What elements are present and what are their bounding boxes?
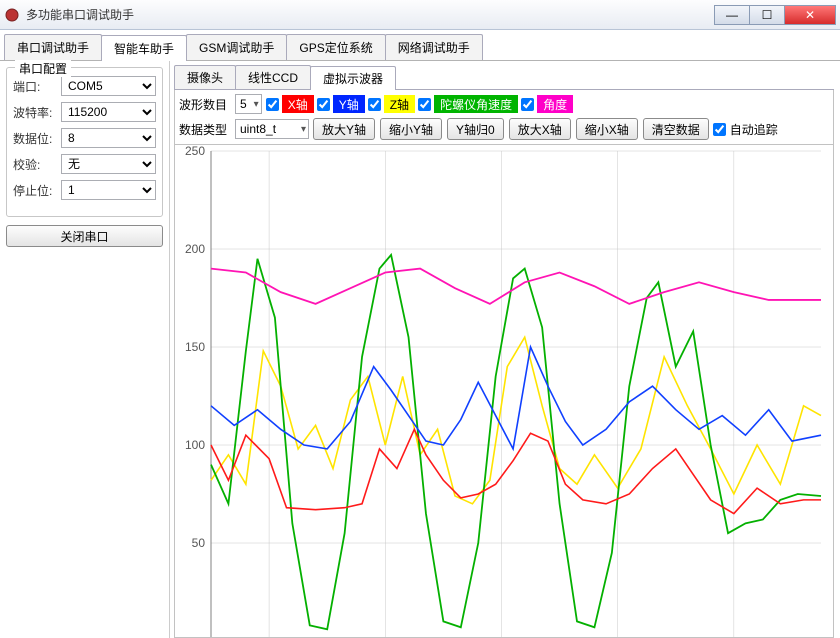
tool-button-4[interactable]: 缩小X轴 xyxy=(576,118,638,140)
cfg-select-2[interactable]: 8 xyxy=(61,128,156,148)
main-tab-1[interactable]: 智能车助手 xyxy=(101,35,187,61)
svg-text:200: 200 xyxy=(185,242,205,256)
tool-button-1[interactable]: 缩小Y轴 xyxy=(380,118,442,140)
sub-tabs: 摄像头线性CCD虚拟示波器 xyxy=(174,65,834,90)
window-title: 多功能串口调试助手 xyxy=(26,6,715,23)
sub-tab-0[interactable]: 摄像头 xyxy=(174,65,236,89)
group-legend: 串口配置 xyxy=(15,60,71,77)
series-swatch-4: 角度 xyxy=(537,95,573,113)
series-swatch-2: Z轴 xyxy=(384,95,415,113)
waveform-count-label: 波形数目 xyxy=(179,96,231,113)
cfg-select-3[interactable]: 无 xyxy=(61,154,156,174)
waveform-count-select[interactable]: 5 xyxy=(235,94,262,114)
series-checkbox-1[interactable] xyxy=(317,98,330,111)
cfg-label-0: 端口: xyxy=(13,78,61,95)
cfg-select-4[interactable]: 1 xyxy=(61,180,156,200)
series-checkbox-0[interactable] xyxy=(266,98,279,111)
main-tab-2[interactable]: GSM调试助手 xyxy=(186,34,287,60)
sub-tab-2[interactable]: 虚拟示波器 xyxy=(310,66,396,90)
toolbar: 波形数目 5 X轴Y轴Z轴陀螺仪角速度角度 数据类型 uint8_t 放大Y轴缩… xyxy=(174,90,834,145)
minimize-button[interactable]: — xyxy=(714,5,750,25)
cfg-select-1[interactable]: 115200 xyxy=(61,102,156,122)
serial-config-group: 串口配置 端口:COM5波特率:115200数据位:8校验:无停止位:1 xyxy=(6,67,163,217)
auto-track-checkbox[interactable] xyxy=(713,123,726,136)
series-swatch-1: Y轴 xyxy=(333,95,365,113)
chart-area[interactable]: 501001502002509,6009,6209,6409,6609,680 xyxy=(174,145,834,638)
window-buttons: — ☐ ✕ xyxy=(715,5,836,25)
series-checkbox-2[interactable] xyxy=(368,98,381,111)
tool-button-5[interactable]: 清空数据 xyxy=(643,118,709,140)
series-checkbox-3[interactable] xyxy=(418,98,431,111)
series-checkbox-4[interactable] xyxy=(521,98,534,111)
sub-tab-1[interactable]: 线性CCD xyxy=(235,65,311,89)
auto-track-label: 自动追踪 xyxy=(730,121,778,138)
main-area: 摄像头线性CCD虚拟示波器 波形数目 5 X轴 Y轴 Z轴 陀螺仪角速度 角度 数据类型… xyxy=(170,61,840,638)
titlebar: 多功能串口调试助手 — ☐ ✕ xyxy=(0,0,840,30)
close-port-button[interactable]: 关闭串口 xyxy=(6,225,163,247)
svg-text:50: 50 xyxy=(192,536,206,550)
main-tab-4[interactable]: 网络调试助手 xyxy=(385,34,483,60)
tool-button-0[interactable]: 放大Y轴 xyxy=(313,118,375,140)
close-button[interactable]: ✕ xyxy=(784,5,836,25)
main-tab-3[interactable]: GPS定位系统 xyxy=(286,34,385,60)
cfg-label-3: 校验: xyxy=(13,156,61,173)
cfg-select-0[interactable]: COM5 xyxy=(61,76,156,96)
main-tab-0[interactable]: 串口调试助手 xyxy=(4,34,102,60)
series-swatch-3: 陀螺仪角速度 xyxy=(434,95,518,113)
svg-text:100: 100 xyxy=(185,438,205,452)
sidebar: 串口配置 端口:COM5波特率:115200数据位:8校验:无停止位:1 关闭串… xyxy=(0,61,170,638)
tool-button-3[interactable]: 放大X轴 xyxy=(509,118,571,140)
data-type-label: 数据类型 xyxy=(179,121,231,138)
maximize-button[interactable]: ☐ xyxy=(749,5,785,25)
data-type-select[interactable]: uint8_t xyxy=(235,119,309,139)
series-swatch-0: X轴 xyxy=(282,95,314,113)
svg-text:150: 150 xyxy=(185,340,205,354)
tool-button-2[interactable]: Y轴归0 xyxy=(447,118,504,140)
svg-text:250: 250 xyxy=(185,145,205,158)
cfg-label-4: 停止位: xyxy=(13,182,61,199)
main-tabs: 串口调试助手智能车助手GSM调试助手GPS定位系统网络调试助手 xyxy=(0,30,840,61)
cfg-label-2: 数据位: xyxy=(13,130,61,147)
app-icon xyxy=(4,7,20,23)
cfg-label-1: 波特率: xyxy=(13,104,61,121)
